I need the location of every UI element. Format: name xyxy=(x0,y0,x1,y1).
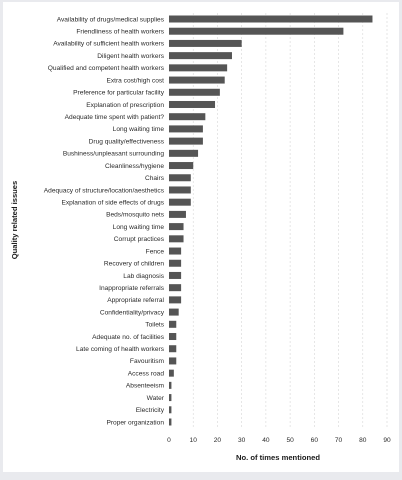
x-tick-label: 30 xyxy=(238,437,246,444)
x-tick-label: 70 xyxy=(335,437,343,444)
x-tick-labels: 0 10 20 30 40 50 60 70 80 90 xyxy=(167,437,391,444)
x-tick-label: 90 xyxy=(383,437,391,444)
bar xyxy=(169,296,182,304)
bar xyxy=(169,333,177,341)
category-label: Availability of drugs/medical supplies xyxy=(57,16,165,23)
category-label: Fence xyxy=(146,248,165,255)
category-label: Late coming of health workers xyxy=(76,346,165,353)
bar xyxy=(169,210,186,218)
category-label: Cleanliness/hygiene xyxy=(105,163,164,170)
category-label: Proper organization xyxy=(106,419,164,426)
x-tick-label: 0 xyxy=(167,437,171,444)
bar xyxy=(169,39,242,47)
x-tick-label: 50 xyxy=(286,437,294,444)
bar xyxy=(169,223,184,231)
bar xyxy=(169,186,191,194)
bar xyxy=(169,198,191,206)
category-label: Friendliness of health workers xyxy=(76,29,164,36)
bar xyxy=(169,174,191,182)
category-label: Adequate time spent with patient? xyxy=(65,114,165,121)
bar xyxy=(169,125,203,133)
bar xyxy=(169,137,203,145)
bar xyxy=(169,113,206,121)
chart-card: Availability of drugs/medical supplies Fr… xyxy=(3,2,399,472)
bar xyxy=(169,369,174,377)
category-label: Beds/mosquito nets xyxy=(106,212,165,219)
category-label: Qualified and competent health workers xyxy=(48,65,165,72)
bar xyxy=(169,320,177,328)
x-tick-label: 20 xyxy=(214,437,222,444)
category-label: Corrupt practices xyxy=(114,236,165,243)
category-label: Adequacy of structure/location/aesthetic… xyxy=(44,187,165,194)
category-label: Water xyxy=(147,395,165,402)
category-label: Recovery of children xyxy=(104,261,164,268)
bar xyxy=(169,88,220,96)
x-tick-label: 10 xyxy=(190,437,198,444)
category-label: Adequate no. of facilities xyxy=(92,334,165,341)
bar xyxy=(169,345,177,353)
category-label: Toilets xyxy=(145,322,164,329)
bars-layer xyxy=(169,15,373,426)
y-axis-title: Quality related issues xyxy=(10,181,19,260)
grid-layer xyxy=(192,13,388,428)
category-label: Long waiting time xyxy=(113,126,165,133)
category-label: Favouritism xyxy=(130,358,165,365)
bar xyxy=(169,15,373,23)
category-label: Long waiting time xyxy=(113,224,165,231)
category-label: Drug quality/effectiveness xyxy=(89,138,165,145)
category-label: Diligent health workers xyxy=(97,53,164,60)
bar xyxy=(169,357,177,365)
bar xyxy=(169,247,182,255)
category-label: Lab diagnosis xyxy=(123,273,164,280)
category-label: Explanation of prescription xyxy=(86,102,164,109)
category-label: Appropriate referral xyxy=(107,297,164,304)
bar xyxy=(169,284,182,292)
category-label: Extra cost/high cost xyxy=(106,77,164,84)
category-label: Confidentiality/privacy xyxy=(100,309,165,316)
x-tick-label: 60 xyxy=(311,437,319,444)
bar xyxy=(169,271,182,279)
bar-chart: Availability of drugs/medical supplies Fr… xyxy=(10,13,391,462)
x-tick-label: 40 xyxy=(262,437,270,444)
category-label: Access road xyxy=(128,370,165,377)
category-label: Preference for particular facility xyxy=(73,90,165,97)
x-tick-label: 80 xyxy=(359,437,367,444)
bar xyxy=(169,381,172,389)
category-label: Electricity xyxy=(136,407,165,414)
category-label: Availability of sufficient health worker… xyxy=(53,41,165,48)
bar xyxy=(169,100,216,108)
x-axis-title: No. of times mentioned xyxy=(236,453,320,462)
bar xyxy=(169,64,228,72)
category-label: Inappropriate referrals xyxy=(99,285,165,292)
bar xyxy=(169,418,172,426)
category-label: Explanation of side effects of drugs xyxy=(61,199,164,206)
category-label: Absenteeism xyxy=(126,383,165,390)
bar xyxy=(169,394,172,402)
category-label: Chairs xyxy=(145,175,165,182)
bar xyxy=(169,406,172,414)
category-label: Bushiness/unpleasant surrounding xyxy=(63,151,165,158)
bar xyxy=(169,162,194,170)
bar xyxy=(169,76,225,84)
bar xyxy=(169,52,232,60)
category-labels: Availability of drugs/medical supplies Fr… xyxy=(44,16,165,426)
bar xyxy=(169,235,184,243)
bar xyxy=(169,27,344,35)
bar xyxy=(169,149,199,157)
bar xyxy=(169,259,182,267)
bar xyxy=(169,308,179,316)
